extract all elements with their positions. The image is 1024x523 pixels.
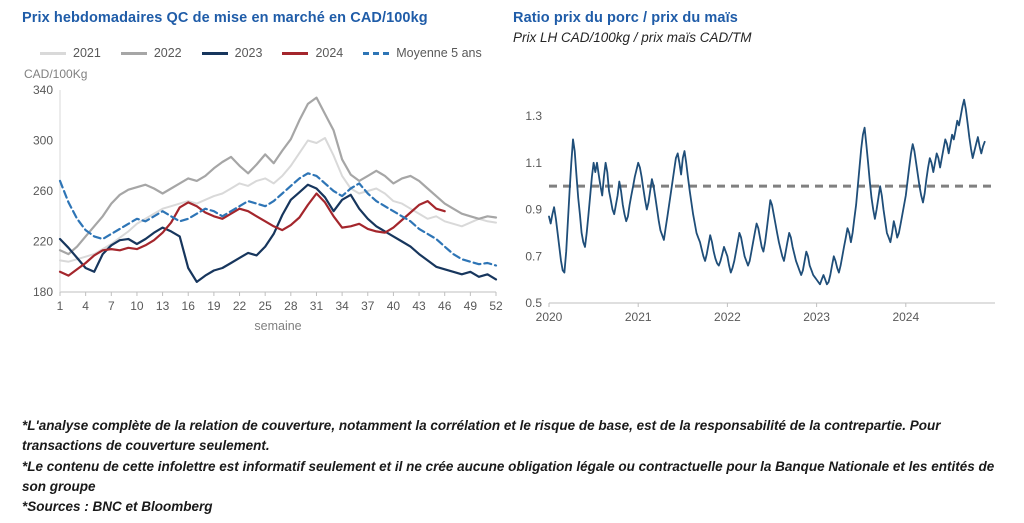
svg-text:49: 49 xyxy=(464,299,478,313)
svg-text:semaine: semaine xyxy=(254,319,301,333)
footnote-line-2: *Le contenu de cette infolettre est info… xyxy=(22,458,995,494)
svg-text:34: 34 xyxy=(335,299,349,313)
svg-text:37: 37 xyxy=(361,299,375,313)
ratio-chart-title: Ratio prix du porc / prix du maïs xyxy=(513,10,738,26)
svg-text:0.9: 0.9 xyxy=(525,203,542,217)
svg-text:2020: 2020 xyxy=(536,310,563,324)
svg-text:46: 46 xyxy=(438,299,452,313)
svg-text:0.7: 0.7 xyxy=(525,249,542,263)
legend-item-2021: 2021 xyxy=(40,46,101,60)
legend-swatch-2022 xyxy=(120,51,147,55)
ratio-plot: 0.5 0.7 0.9 1.1 1.3 2020 2021 2022 2023 2024 xyxy=(525,98,995,324)
svg-text:31: 31 xyxy=(310,299,324,313)
legend-item-2023: 2023 xyxy=(201,46,263,60)
weekly-price-chart-panel: Prix hebdomadaires QC de mise en marché … xyxy=(22,10,507,362)
legend-label: Moyenne 5 ans xyxy=(396,46,482,60)
svg-text:2023: 2023 xyxy=(803,310,830,324)
legend-swatch-2021 xyxy=(40,51,66,55)
svg-text:19: 19 xyxy=(207,299,221,313)
svg-text:52: 52 xyxy=(489,299,503,313)
legend-swatch-2023 xyxy=(201,51,228,55)
legend-label: 2022 xyxy=(153,46,182,60)
svg-text:1.3: 1.3 xyxy=(525,109,542,123)
svg-text:2022: 2022 xyxy=(714,310,741,324)
svg-text:13: 13 xyxy=(156,299,170,313)
svg-text:7: 7 xyxy=(108,299,115,313)
ratio-chart-subtitle: Prix LH CAD/100kg / prix maïs CAD/TM xyxy=(513,30,752,45)
svg-text:300: 300 xyxy=(33,134,53,148)
legend-item-2022: 2022 xyxy=(120,46,182,60)
svg-text:0.5: 0.5 xyxy=(525,296,542,310)
svg-text:40: 40 xyxy=(387,299,401,313)
svg-text:16: 16 xyxy=(182,299,196,313)
legend-swatch-2024 xyxy=(282,51,309,55)
weekly-price-chart-legend: 2021 2022 2023 2024 Moyenne 5 ans xyxy=(40,46,507,60)
svg-text:2021: 2021 xyxy=(625,310,652,324)
legend-label: 2024 xyxy=(315,46,344,60)
svg-text:2024: 2024 xyxy=(892,310,919,324)
svg-text:25: 25 xyxy=(258,299,272,313)
svg-text:CAD/100Kg: CAD/100Kg xyxy=(24,67,87,81)
legend-label: 2021 xyxy=(73,46,101,60)
legend-label: 2023 xyxy=(234,46,263,60)
footnotes: *L'analyse complète de la relation de co… xyxy=(22,416,1012,517)
legend-item-2024: 2024 xyxy=(282,46,343,60)
ratio-chart-panel: Ratio prix du porc / prix du maïs Prix L… xyxy=(513,10,1013,353)
svg-text:1.1: 1.1 xyxy=(525,156,542,170)
footnote-line-1: *L'analyse complète de la relation de co… xyxy=(22,418,941,454)
svg-text:340: 340 xyxy=(33,83,53,97)
weekly-price-chart-title: Prix hebdomadaires QC de mise en marché … xyxy=(22,10,428,26)
svg-text:22: 22 xyxy=(233,299,247,313)
svg-text:4: 4 xyxy=(82,299,89,313)
svg-text:220: 220 xyxy=(33,235,53,249)
legend-item-moyenne-5-ans: Moyenne 5 ans xyxy=(363,46,482,60)
svg-text:180: 180 xyxy=(33,285,53,299)
svg-text:10: 10 xyxy=(130,299,144,313)
legend-swatch-moyenne-5-ans xyxy=(363,51,390,55)
svg-text:43: 43 xyxy=(412,299,426,313)
svg-text:1: 1 xyxy=(57,299,64,313)
weekly-price-plot: 180 220 260 300 340 1 4 7 10 13 16 19 22 25 28 31 34 37 40… xyxy=(24,67,503,333)
svg-text:28: 28 xyxy=(284,299,298,313)
footnote-line-3: *Sources : BNC et Bloomberg xyxy=(22,499,213,514)
svg-text:260: 260 xyxy=(33,184,53,198)
